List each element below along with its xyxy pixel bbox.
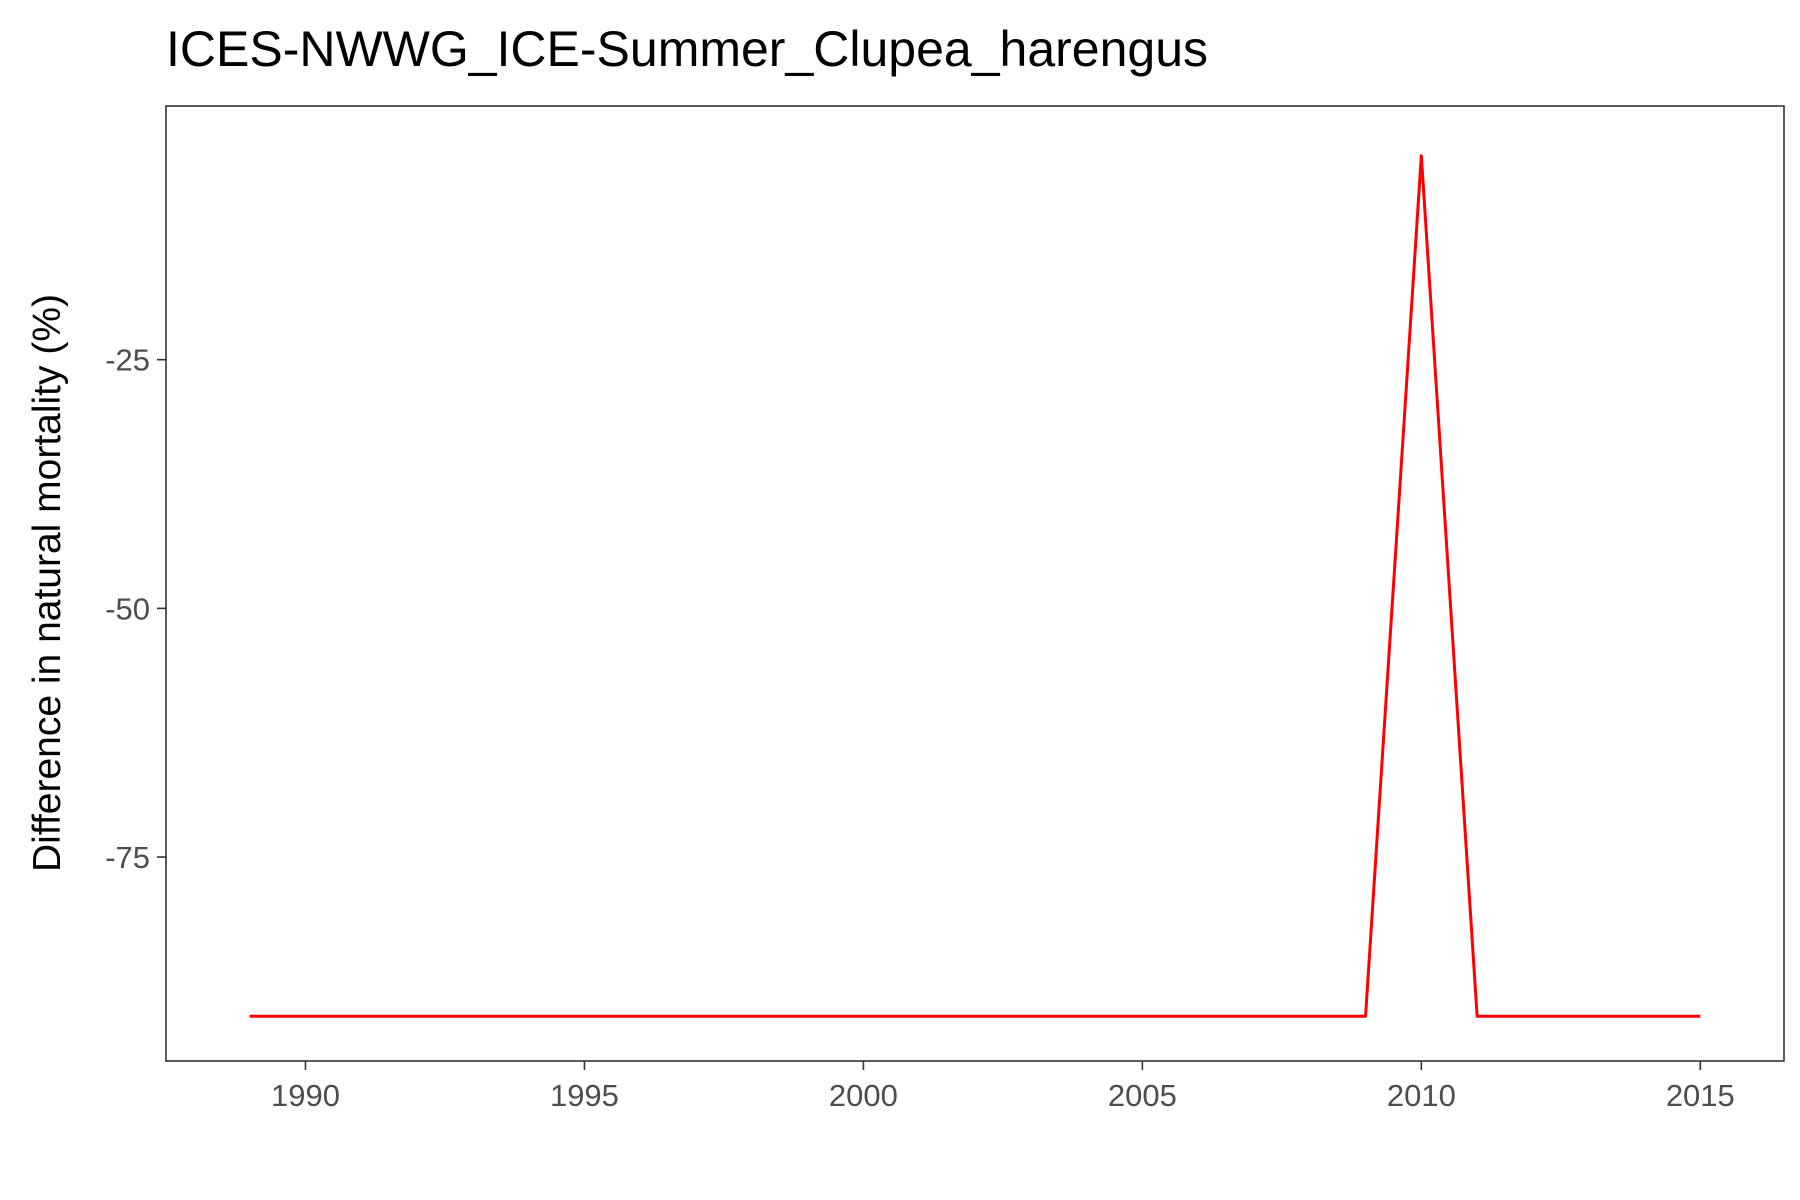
series-line (249, 154, 1701, 1018)
y-axis: -75 -50 -25 (105, 343, 166, 875)
x-tick-label: 2010 (1387, 1078, 1456, 1113)
y-tick-label: -50 (105, 591, 150, 626)
x-tick-label: 1990 (271, 1078, 340, 1113)
x-axis: 1990 1995 2000 2005 2010 2015 (271, 1061, 1735, 1113)
y-axis-label: Difference in natural mortality (%) (26, 294, 69, 872)
chart-title: ICES-NWWG_ICE-Summer_Clupea_harengus (166, 21, 1208, 77)
series-layer (249, 154, 1701, 1018)
y-tick-label: -25 (105, 343, 150, 378)
x-tick-label: 2000 (829, 1078, 898, 1113)
x-tick-label: 2005 (1108, 1078, 1177, 1113)
x-tick-label: 2015 (1666, 1078, 1735, 1113)
x-tick-label: 1995 (550, 1078, 619, 1113)
y-tick-label: -75 (105, 840, 150, 875)
plot-panel (165, 105, 1785, 1062)
